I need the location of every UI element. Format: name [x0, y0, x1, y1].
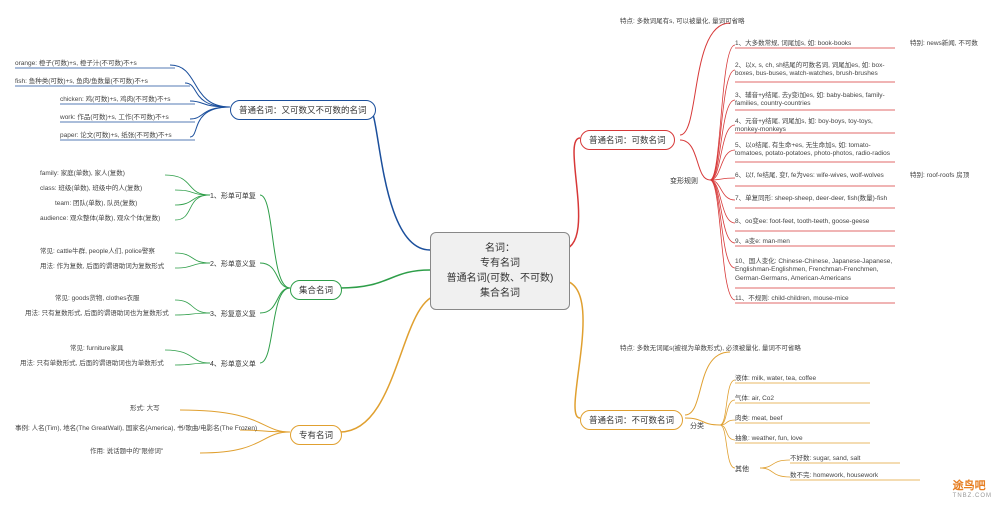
- cat-b5-3: 抽象: weather, fun, love: [735, 435, 803, 443]
- logo: 途鸟吧 TNBZ.COM: [953, 477, 992, 499]
- rule-b4-10: 11、不规则: child-children, mouse-mice: [735, 295, 849, 303]
- leaf-b1-1: fish: 鱼种类(可数)+s, 鱼肉/鱼数量(不可数)不+s: [15, 78, 148, 86]
- center-line2: 专有名词: [441, 256, 559, 271]
- other-title-b5: 其他: [735, 463, 749, 475]
- leaf-b3-0: 形式: 大写: [130, 405, 160, 413]
- groupleaf-b2-3-0: 常见: furniture家具: [70, 345, 123, 353]
- logo-main: 途鸟吧: [953, 480, 986, 492]
- header-b5: 特点: 多数无词尾s(被视为单数形式), 必须被量化, 量词不可省略: [620, 345, 801, 353]
- cat-b5-1: 气体: air, Co2: [735, 395, 774, 403]
- rule-b4-7: 8、oo变ee: foot-feet, tooth-teeth, goose-g…: [735, 218, 869, 226]
- center-line1: 名词：: [441, 241, 559, 256]
- cat-b5-5: 数不完: homework, housework: [790, 472, 878, 480]
- cat-b5-0: 液体: milk, water, tea, coffee: [735, 375, 816, 383]
- branch-b1: 普通名词：又可数又不可数的名词: [230, 100, 376, 120]
- rule-b4-1: 2、以x, s, ch, sh结尾的可数名词, 词尾加es, 如: box-bo…: [735, 62, 895, 79]
- cat-b5-2: 肉类: meat, beef: [735, 415, 782, 423]
- center-line4: 集合名词: [441, 286, 559, 301]
- rule-extra-b4-5: 特别: roof-roofs 房顶: [910, 172, 969, 180]
- group-b2-0: 1、形单可单复: [210, 190, 256, 202]
- leaf-b1-4: paper: 论文(可数)+s, 纸张(不可数)不+s: [60, 132, 172, 140]
- rule-b4-9: 10、国人变化: Chinese-Chinese, Japanese-Japan…: [735, 258, 895, 283]
- branch-b3: 专有名词: [290, 425, 342, 445]
- leaf-b3-2: 作用: 说话题中的"限修词": [90, 448, 163, 456]
- leaf-b1-2: chicken: 鸡(可数)+s, 鸡肉(不可数)不+s: [60, 96, 171, 104]
- groupleaf-b2-0-2: team: 团队(单数), 队员(复数): [55, 200, 137, 208]
- rule-b4-5: 6、以f, fe结尾, 变f, fe为ves: wife-wives, wolf…: [735, 172, 884, 180]
- rule-b4-8: 9、a变e: man-men: [735, 238, 790, 246]
- groupleaf-b2-0-1: class: 班级(单数), 班级中的人(复数): [40, 185, 142, 193]
- center-line3: 普通名词(可数、不可数): [441, 271, 559, 286]
- logo-sub: TNBZ.COM: [953, 493, 992, 499]
- leaf-b1-3: work: 作品(可数)+s, 工作(不可数)不+s: [60, 114, 169, 122]
- groupleaf-b2-2-0: 常见: goods货物, clothes衣服: [55, 295, 140, 303]
- cat-b5-4: 不好数: sugar, sand, salt: [790, 455, 860, 463]
- groupleaf-b2-1-0: 常见: cattle牛群, people人们, police警察: [40, 248, 155, 256]
- rule-b4-3: 4、元音+y结尾, 词尾加s, 如: boy-boys, toy-toys, m…: [735, 118, 895, 135]
- branch-b2: 集合名词: [290, 280, 342, 300]
- rule-b4-4: 5、以o结尾, 有生命+es, 无生命加s, 如: tomato-tomatoe…: [735, 142, 895, 159]
- leaf-b1-0: orange: 橙子(可数)+s, 橙子汁(不可数)不+s: [15, 60, 137, 68]
- header-b4: 特点: 多数词尾有s, 可以被量化, 量词可省略: [620, 18, 745, 26]
- rule-extra-b4-0: 特别: news新闻, 不可数: [910, 40, 978, 48]
- branch-b4: 普通名词：可数名词: [580, 130, 675, 150]
- branch-b5: 普通名词：不可数名词: [580, 410, 683, 430]
- cat-title-b5: 分类: [690, 420, 704, 432]
- groupleaf-b2-1-1: 用法: 作为复数, 后面的谓语助词为复数形式: [40, 263, 164, 271]
- rule-b4-0: 1、大多数常规, 词尾加s, 如: book-books: [735, 40, 851, 48]
- groupleaf-b2-2-1: 用法: 只有复数形式, 后面的谓语助词也为复数形式: [25, 310, 169, 318]
- rule-b4-2: 3、辅音+y结尾, 去y变i加es, 如: baby-babies, famil…: [735, 92, 895, 109]
- groupleaf-b2-0-0: family: 家庭(单数), 家人(复数): [40, 170, 125, 178]
- rule-b4-6: 7、单复同形: sheep-sheep, deer-deer, fish(数量)…: [735, 195, 887, 203]
- leaf-b3-1: 事例: 人名(Tim), 地名(The GreatWall), 国家名(Amer…: [15, 425, 257, 433]
- groupleaf-b2-0-3: audience: 观众整体(单数), 观众个体(复数): [40, 215, 160, 223]
- group-b2-2: 3、形复意义复: [210, 308, 256, 320]
- rules-title-b4: 变形规则: [670, 175, 698, 187]
- group-b2-1: 2、形单意义复: [210, 258, 256, 270]
- center-node: 名词： 专有名词 普通名词(可数、不可数) 集合名词: [430, 232, 570, 310]
- group-b2-3: 4、形单意义单: [210, 358, 256, 370]
- groupleaf-b2-3-1: 用法: 只有单数形式, 后面的谓语助词也为单数形式: [20, 360, 164, 368]
